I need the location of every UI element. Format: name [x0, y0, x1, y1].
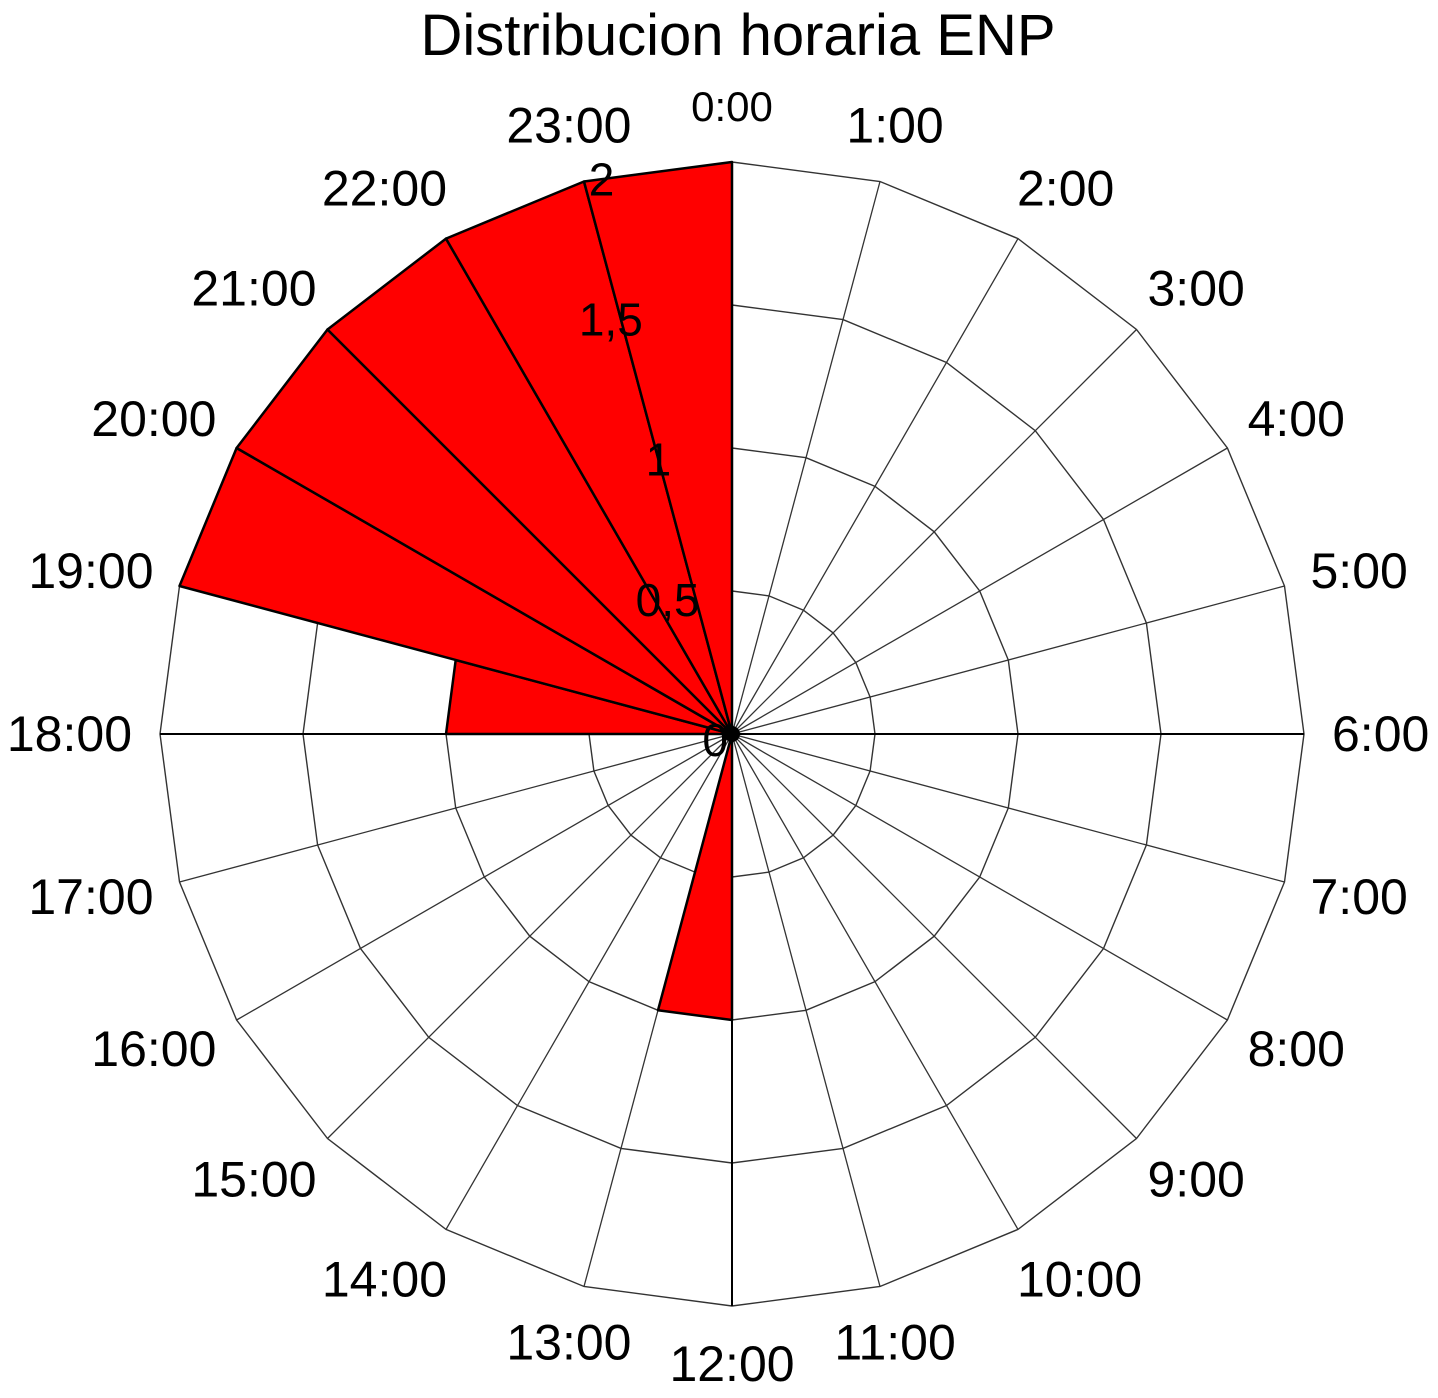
hour-labels: 0:00 1:00 2:00 3:00 4:00 5:00 6:00 7:00 8:00 9:00…: [7, 83, 1429, 1392]
hour-label-13-00: 13:00: [506, 1315, 631, 1371]
hour-label-8-00: 8:00: [1248, 1021, 1345, 1077]
grid-spoke: [731, 733, 1228, 1021]
sector-edge: [583, 181, 733, 735]
hour-label-23-00: 23:00: [506, 98, 631, 154]
grid-spoke: [731, 585, 1285, 735]
grid-spoke: [731, 181, 881, 735]
hour-label-17-00: 17:00: [28, 869, 153, 925]
hour-label-15-00: 15:00: [191, 1152, 316, 1208]
hour-label-0-00: 0:00: [691, 83, 773, 130]
hour-label-14-00: 14:00: [322, 1252, 447, 1308]
radial-tick-label: 0: [702, 714, 728, 766]
grid-spoke: [179, 733, 733, 883]
center-dot: [724, 726, 740, 742]
hour-label-11-00: 11:00: [834, 1315, 955, 1371]
hour-label-9-00: 9:00: [1148, 1152, 1245, 1208]
sector-edge: [236, 447, 733, 735]
hour-label-21-00: 21:00: [191, 261, 316, 317]
hour-label-10-00: 10:00: [1017, 1252, 1142, 1308]
radial-tick-label: 0,5: [636, 574, 700, 626]
hour-label-7-00: 7:00: [1311, 869, 1408, 925]
hour-label-12-00: 12:00: [669, 1336, 794, 1392]
grid-spoke: [445, 733, 733, 1230]
hour-label-1-00: 1:00: [846, 98, 943, 154]
bold-spokes: [179, 181, 740, 1020]
chart-title: Distribucion horaria ENP: [420, 3, 1055, 68]
grid-spoke: [731, 733, 1137, 1139]
radial-tick-label: 1,5: [579, 294, 643, 346]
sector-edge: [179, 585, 733, 735]
radial-tick-labels: 0 0,5 1 1,5 2: [579, 153, 728, 766]
grid-spoke: [731, 447, 1228, 735]
hour-label-16-00: 16:00: [91, 1021, 216, 1077]
grid-spoke: [327, 733, 733, 1139]
hour-label-5-00: 5:00: [1311, 543, 1408, 599]
hour-label-22-00: 22:00: [322, 160, 447, 216]
hour-label-3-00: 3:00: [1148, 261, 1245, 317]
bar-sectors: [178, 160, 734, 1022]
hour-label-18-00: 18:00: [7, 706, 132, 762]
radial-tick-label: 2: [589, 153, 615, 205]
grid-spoke: [236, 733, 733, 1021]
grid-spoke: [731, 329, 1137, 735]
hour-label-19-00: 19:00: [28, 543, 153, 599]
hour-label-6-00: 6:00: [1332, 706, 1429, 762]
hour-label-2-00: 2:00: [1017, 160, 1114, 216]
grid-spoke: [731, 733, 1019, 1230]
grid-spoke: [731, 733, 881, 1287]
grid-spoke: [731, 238, 1019, 735]
hour-label-20-00: 20:00: [91, 391, 216, 447]
bar-sector-12-00: [656, 732, 734, 1022]
sector-edge: [445, 238, 733, 735]
radial-tick-label: 1: [646, 434, 672, 486]
grid-spoke: [731, 733, 1285, 883]
hour-label-4-00: 4:00: [1248, 391, 1345, 447]
sector-edge: [327, 329, 733, 735]
